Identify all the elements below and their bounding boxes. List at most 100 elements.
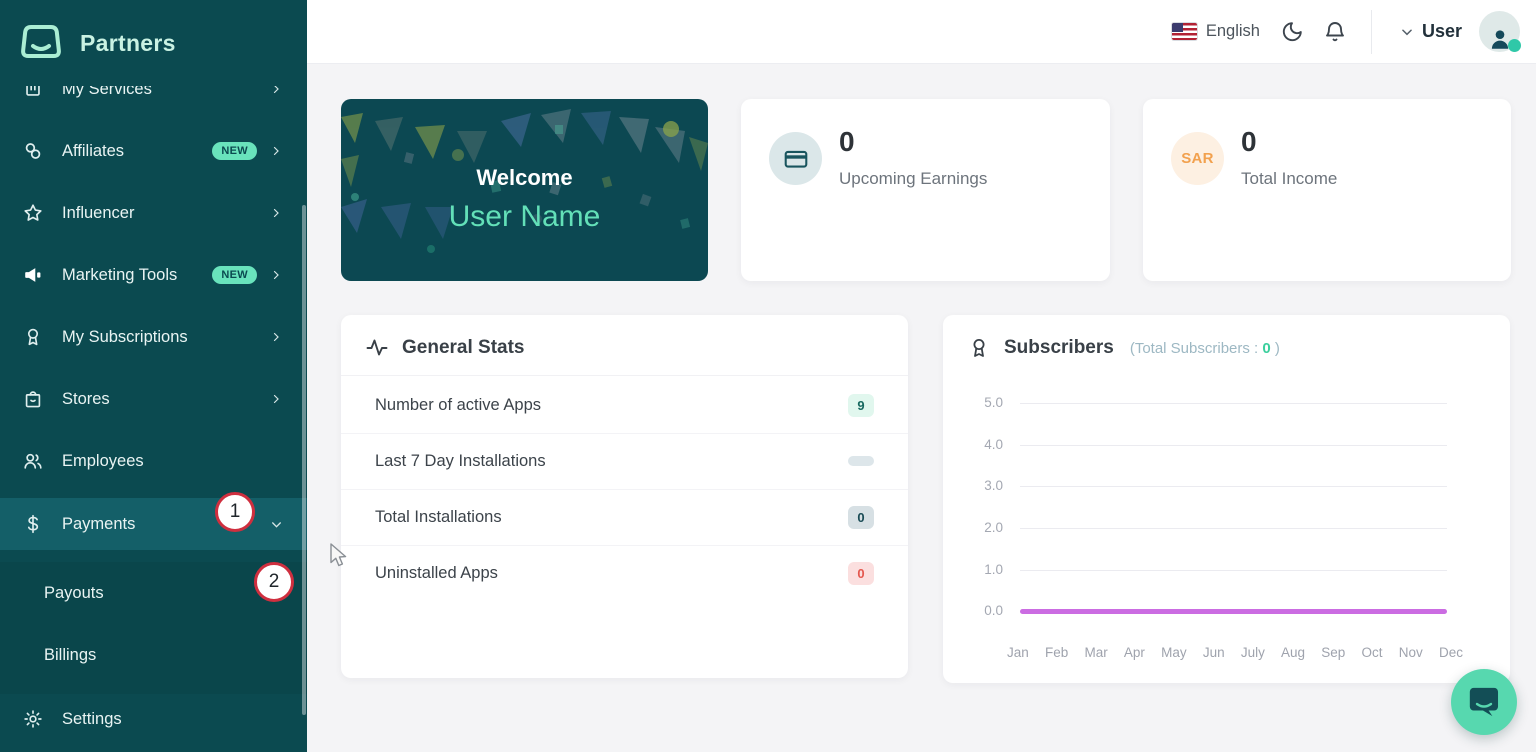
stats-badge: 0 xyxy=(848,505,874,529)
divider xyxy=(341,375,908,376)
chevron-down-icon xyxy=(1402,28,1412,35)
total-income-card: SAR 0 Total Income xyxy=(1143,99,1511,281)
medal-icon xyxy=(20,326,46,348)
sidebar-item-label: Affiliates xyxy=(62,141,125,160)
confetti-decoration xyxy=(341,109,708,253)
moon-icon xyxy=(1282,21,1302,41)
y-tick: 1.0 xyxy=(984,562,1003,577)
general-stats-card: General Stats Number of active Apps 9 La… xyxy=(341,315,908,678)
new-badge: NEW xyxy=(212,266,257,284)
sidebar-subitem-billings[interactable]: Billings xyxy=(0,630,307,680)
stats-badge-empty xyxy=(848,456,874,466)
sidebar-item-affiliates[interactable]: Affiliates NEW xyxy=(0,126,307,176)
bell-icon xyxy=(1326,21,1344,41)
users-icon xyxy=(20,450,46,472)
stats-row-total-installations: Total Installations 0 xyxy=(341,489,908,545)
y-tick: 5.0 xyxy=(984,395,1003,410)
gridline xyxy=(1020,403,1447,404)
stats-badge: 0 xyxy=(848,561,874,585)
salla-logo-icon xyxy=(18,20,64,66)
sidebar-scrollbar[interactable] xyxy=(302,205,306,715)
x-tick: Jan xyxy=(1007,645,1029,660)
chevron-right-icon xyxy=(269,83,283,95)
x-tick: Oct xyxy=(1361,645,1383,660)
subscribers-series-line xyxy=(1020,609,1447,614)
brand[interactable]: Partners xyxy=(0,0,307,86)
credit-card-icon xyxy=(769,132,822,185)
gridline xyxy=(1020,445,1447,446)
sidebar-item-settings[interactable]: Settings xyxy=(0,694,307,744)
gridline xyxy=(1020,528,1447,529)
sidebar-item-marketing-tools[interactable]: Marketing Tools NEW xyxy=(0,250,307,300)
x-tick: Nov xyxy=(1398,645,1423,660)
sidebar-item-influencer[interactable]: Influencer xyxy=(0,188,307,238)
shopping-bag-icon xyxy=(20,388,46,410)
user-menu[interactable]: User xyxy=(1400,21,1462,42)
divider xyxy=(341,489,908,490)
us-flag-icon[interactable] xyxy=(1171,23,1197,40)
general-stats-title: General Stats xyxy=(402,337,525,358)
annotation-number: 1 xyxy=(229,501,241,522)
x-tick: Feb xyxy=(1044,645,1069,660)
sidebar-item-label: Payouts xyxy=(44,583,104,602)
stats-row-active-apps: Number of active Apps 9 xyxy=(341,377,908,433)
annotation-circle-1: 1 xyxy=(215,492,255,532)
x-tick: Apr xyxy=(1123,645,1145,660)
notifications-button[interactable] xyxy=(1323,20,1347,44)
dark-mode-toggle[interactable] xyxy=(1280,20,1304,44)
x-tick: Sep xyxy=(1321,645,1346,660)
stats-row-label: Last 7 Day Installations xyxy=(375,451,546,470)
stats-row-label: Number of active Apps xyxy=(375,395,541,414)
x-tick: May xyxy=(1161,645,1187,660)
sidebar-item-employees[interactable]: Employees xyxy=(0,436,307,486)
medal-icon xyxy=(973,339,985,357)
x-tick: Mar xyxy=(1084,645,1108,660)
brand-name: Partners xyxy=(80,29,176,56)
total-income-value: 0 xyxy=(1241,126,1257,157)
sidebar-item-my-subscriptions[interactable]: My Subscriptions xyxy=(0,312,307,362)
annotation-circle-2: 2 xyxy=(254,562,294,602)
chevron-right-icon xyxy=(269,145,283,157)
topbar: English User xyxy=(307,0,1536,64)
total-subscribers-note: (Total Subscribers : 0 ) xyxy=(1130,340,1280,357)
y-tick: 3.0 xyxy=(984,478,1003,493)
stats-row-label: Total Installations xyxy=(375,507,502,526)
welcome-card: Welcome User Name xyxy=(341,99,708,281)
upcoming-earnings-label: Upcoming Earnings xyxy=(839,169,988,188)
star-icon xyxy=(20,202,46,224)
activity-icon xyxy=(366,339,388,356)
online-status-dot xyxy=(1508,39,1521,52)
language-selector[interactable]: English xyxy=(1205,22,1260,40)
chat-launcher-button[interactable] xyxy=(1451,669,1517,735)
sidebar-item-label: Marketing Tools xyxy=(62,265,178,284)
sidebar-item-stores[interactable]: Stores xyxy=(0,374,307,424)
upcoming-earnings-card: 0 Upcoming Earnings xyxy=(741,99,1110,281)
gridline xyxy=(1020,486,1447,487)
sidebar-subitem-payouts[interactable]: Payouts xyxy=(0,568,307,618)
note-prefix: (Total Subscribers : xyxy=(1129,339,1259,357)
sidebar-item-payments[interactable]: Payments xyxy=(0,498,307,550)
sidebar-item-label: Stores xyxy=(62,389,110,408)
chevron-right-icon xyxy=(269,269,283,281)
link-icon xyxy=(20,140,46,162)
y-tick: 2.0 xyxy=(984,520,1003,535)
sidebar-item-label: Employees xyxy=(62,451,144,470)
chat-bubble-icon xyxy=(1469,687,1499,717)
user-name-label: User xyxy=(1421,21,1462,41)
upcoming-earnings-value: 0 xyxy=(839,126,855,157)
subscribers-title: Subscribers xyxy=(1004,337,1114,358)
y-tick: 4.0 xyxy=(984,437,1003,452)
x-tick: Jun xyxy=(1202,645,1225,660)
sar-label: SAR xyxy=(1181,150,1214,167)
divider xyxy=(341,545,908,546)
divider xyxy=(341,433,908,434)
welcome-greeting: Welcome xyxy=(476,164,573,190)
sidebar-menu: My Services Affiliates NEW xyxy=(0,64,307,744)
note-suffix: ) xyxy=(1274,339,1280,357)
gear-icon xyxy=(20,708,46,730)
avatar[interactable] xyxy=(1479,11,1521,52)
sidebar-item-label: Billings xyxy=(44,645,97,664)
stats-row-uninstalled-apps: Uninstalled Apps 0 xyxy=(341,545,908,601)
note-value: 0 xyxy=(1262,339,1271,357)
